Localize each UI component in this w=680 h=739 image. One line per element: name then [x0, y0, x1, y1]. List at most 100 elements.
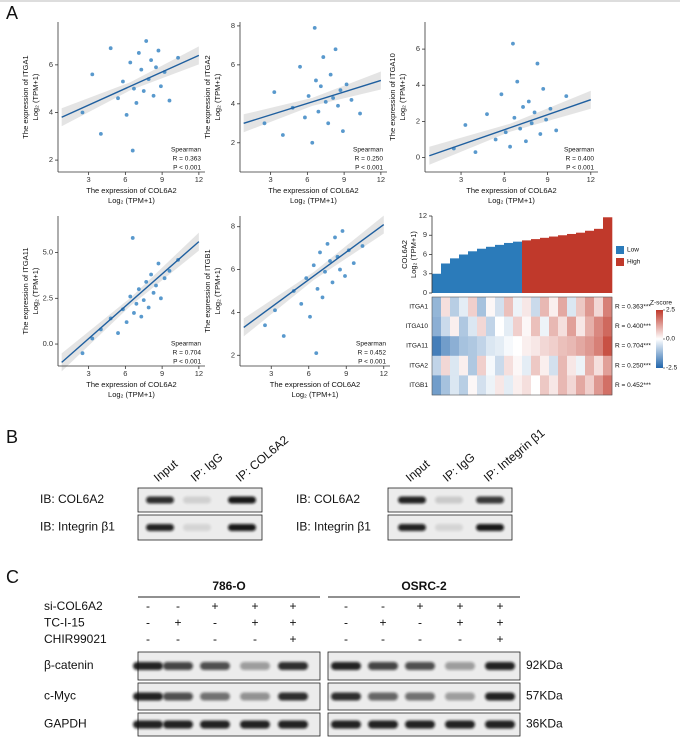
point [318, 84, 323, 89]
blot-band [183, 496, 211, 504]
x-axis-label: The expression of COL6A2 [270, 380, 360, 389]
point [154, 283, 158, 288]
stat-label: Spearman [353, 147, 383, 154]
point [493, 137, 498, 142]
heat-cell [450, 316, 460, 337]
heat-cell [495, 316, 505, 337]
point [541, 86, 546, 91]
point [336, 103, 340, 108]
heat-cell [522, 336, 532, 356]
stat-label: R = 0.250 [355, 156, 384, 163]
y-axis-label: The expression of ITGB1 [203, 249, 212, 332]
heat-cell [603, 355, 613, 376]
heat-cell [477, 375, 487, 396]
point [529, 121, 534, 126]
treatment-sign: + [251, 599, 258, 613]
heat-cell [432, 316, 442, 337]
y-tick-label: 2 [416, 116, 420, 125]
y-tick-label: 4 [231, 99, 235, 108]
bar [432, 273, 442, 293]
point [159, 84, 163, 89]
blot-band [163, 692, 193, 701]
heat-cell [576, 375, 586, 396]
heat-cell [540, 375, 550, 396]
point [162, 276, 167, 281]
stat-label: Spearman [356, 341, 386, 348]
point [263, 323, 267, 328]
point [176, 55, 180, 60]
heat-cell [441, 316, 451, 337]
heat-cell [477, 316, 487, 337]
heat-cell [558, 336, 568, 356]
treatment-sign: - [176, 599, 180, 613]
heat-cell [567, 375, 577, 396]
point [311, 263, 316, 268]
blot-band [405, 692, 435, 701]
y-axis-label: COL6A2 [400, 240, 409, 269]
y-tick-label: 6 [231, 60, 235, 69]
heat-cell [504, 375, 514, 396]
point [136, 51, 141, 55]
bar [441, 263, 451, 293]
point [116, 96, 120, 101]
legend-label: High [627, 259, 641, 266]
point [318, 250, 322, 255]
point [156, 261, 161, 266]
point [532, 110, 537, 115]
point [132, 311, 136, 315]
point [321, 55, 326, 59]
row-label: ITGB1 [409, 382, 428, 389]
heat-cell [549, 375, 559, 396]
x-tick-label: 9 [160, 369, 164, 378]
row-label: ITGA2 [409, 362, 428, 369]
heat-cell [603, 297, 613, 317]
blot-band [435, 496, 463, 504]
heat-cell [504, 355, 514, 376]
point [146, 305, 151, 310]
point [98, 132, 103, 136]
point [323, 99, 328, 104]
point [80, 110, 85, 115]
heat-cell [495, 375, 505, 396]
heat-cell [513, 336, 523, 356]
point [134, 301, 139, 306]
point [535, 61, 540, 66]
stat-label: Spearman [564, 147, 594, 154]
colorbar-tick-label: 2.5 [666, 307, 675, 314]
x-tick-label: 3 [459, 175, 463, 184]
heat-cell [576, 336, 586, 356]
blot-band [445, 662, 475, 670]
point [304, 276, 309, 281]
heat-cell [576, 297, 586, 317]
x-tick-label: 6 [502, 175, 506, 184]
heat-cell [558, 316, 568, 337]
blot-band [278, 720, 308, 729]
heat-cell [585, 375, 595, 396]
heat-cell [468, 375, 478, 396]
point [315, 286, 320, 291]
x-axis-unit: Log₂ (TPM+1) [108, 390, 155, 399]
treatment-sign: - [344, 632, 348, 646]
size-label: 36KDa [526, 717, 563, 731]
treatment-sign: + [496, 616, 503, 630]
point [524, 139, 528, 144]
treatment-sign: - [381, 632, 385, 646]
row-label: IB: Integrin β1 [40, 520, 115, 534]
y-tick-label: 0 [423, 288, 427, 297]
blot-band [163, 662, 193, 670]
bar [549, 236, 559, 293]
row-label: ITGA10 [406, 323, 429, 330]
point [121, 79, 125, 84]
x-axis-label: The expression of COL6A2 [86, 380, 176, 389]
bar [522, 240, 532, 293]
treatment-sign: - [418, 616, 422, 630]
heat-cell [495, 297, 505, 317]
x-tick-label: 12 [380, 369, 388, 378]
heat-cell [603, 336, 613, 356]
x-tick-label: 6 [123, 175, 127, 184]
treatment-sign: - [213, 632, 217, 646]
heat-cell [432, 336, 442, 356]
heat-cell [603, 316, 613, 337]
x-axis-unit: Log₂ (TPM+1) [292, 390, 339, 399]
treatment-sign: - [146, 599, 150, 613]
